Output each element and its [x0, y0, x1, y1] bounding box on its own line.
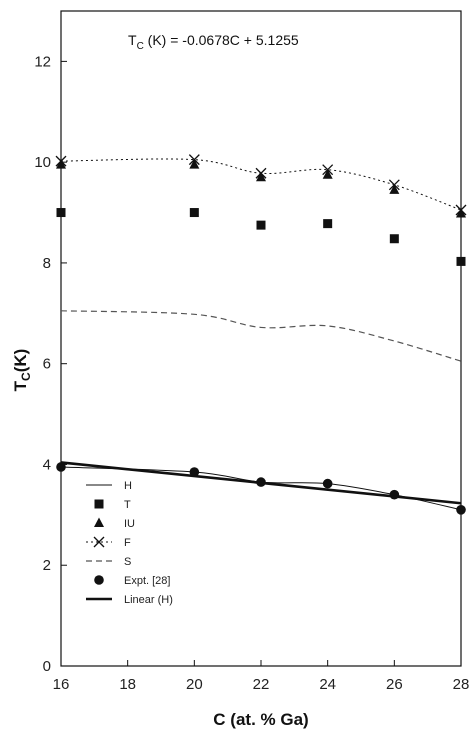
- legend-item-iu: IU: [94, 517, 135, 530]
- data-point-expt-28: [456, 505, 466, 515]
- legend-item-expt-28: Expt. [28]: [94, 575, 170, 587]
- data-point-iu: [256, 171, 266, 182]
- x-tick-label: 26: [386, 676, 403, 693]
- y-tick-label: 6: [43, 356, 51, 373]
- data-point-expt-28: [256, 477, 266, 487]
- chart-annotation: TC (K) = -0.0678C + 5.1255: [128, 32, 299, 52]
- x-tick-label: 20: [186, 676, 203, 693]
- data-point-f: [188, 154, 200, 166]
- x-tick-label: 28: [453, 676, 470, 693]
- data-point-iu: [189, 159, 200, 169]
- data-point-iu: [322, 169, 333, 179]
- x-tick-label: 18: [119, 676, 136, 693]
- x-axis-label: C (at. % Ga): [213, 710, 308, 729]
- legend-label: IU: [124, 518, 135, 530]
- legend-marker: [94, 517, 104, 527]
- series-line-h: [60, 466, 462, 511]
- data-point-iu: [56, 159, 66, 169]
- legend-label: F: [124, 537, 131, 549]
- x-tick-label: 16: [53, 676, 70, 693]
- data-point-t: [389, 234, 399, 244]
- legend-item-f: F: [86, 536, 131, 549]
- data-point-expt-28: [389, 489, 400, 500]
- legend-marker: [94, 575, 104, 585]
- data-point-expt-28: [56, 462, 66, 472]
- data-point-t: [189, 208, 199, 218]
- data-point-f: [455, 204, 467, 216]
- data-point-iu: [389, 184, 400, 194]
- legend-item-linear-h: Linear (H): [86, 594, 173, 606]
- legend-marker: [93, 536, 105, 548]
- legend-item-s: S: [86, 556, 131, 568]
- legend-label: S: [124, 556, 131, 568]
- data-point-f: [322, 164, 334, 176]
- legend-label: T: [124, 499, 131, 511]
- data-point-f: [255, 167, 267, 179]
- x-axis-ticks: 16 18 20 22 24 26 28: [53, 660, 470, 693]
- series-markers: [55, 154, 467, 515]
- legend-label: Linear (H): [124, 594, 173, 606]
- y-tick-label: 10: [34, 154, 51, 171]
- x-tick-label: 24: [319, 676, 336, 693]
- legend: HT IU FS Expt. [28] Linear (H): [86, 480, 173, 606]
- y-tick-label: 4: [43, 456, 51, 473]
- data-point-iu: [456, 208, 466, 218]
- legend-item-h: H: [86, 480, 132, 492]
- legend-label: H: [124, 480, 132, 492]
- y-axis-label: TC(K): [11, 349, 33, 392]
- data-point-t: [56, 208, 66, 218]
- y-tick-label: 8: [43, 255, 51, 272]
- y-tick-label: 0: [43, 658, 51, 675]
- series-line-s: [60, 310, 462, 362]
- series-lines: [60, 158, 462, 511]
- y-tick-label: 2: [43, 557, 51, 574]
- data-point-f: [388, 179, 400, 191]
- data-point-expt-28: [322, 478, 333, 489]
- y-tick-label: 12: [34, 53, 51, 70]
- x-tick-label: 22: [253, 676, 270, 693]
- data-point-t: [256, 220, 266, 230]
- plot-frame: [60, 10, 462, 667]
- data-point-f: [55, 155, 67, 167]
- legend-marker: [94, 499, 104, 509]
- data-point-expt-28: [189, 467, 200, 477]
- y-axis-ticks: 0 2 4 6 8 10 12: [34, 53, 67, 675]
- data-point-t: [456, 256, 466, 266]
- data-point-t: [323, 219, 333, 229]
- legend-label: Expt. [28]: [124, 575, 170, 587]
- series-line-f: [60, 158, 462, 211]
- legend-item-t: T: [94, 499, 131, 511]
